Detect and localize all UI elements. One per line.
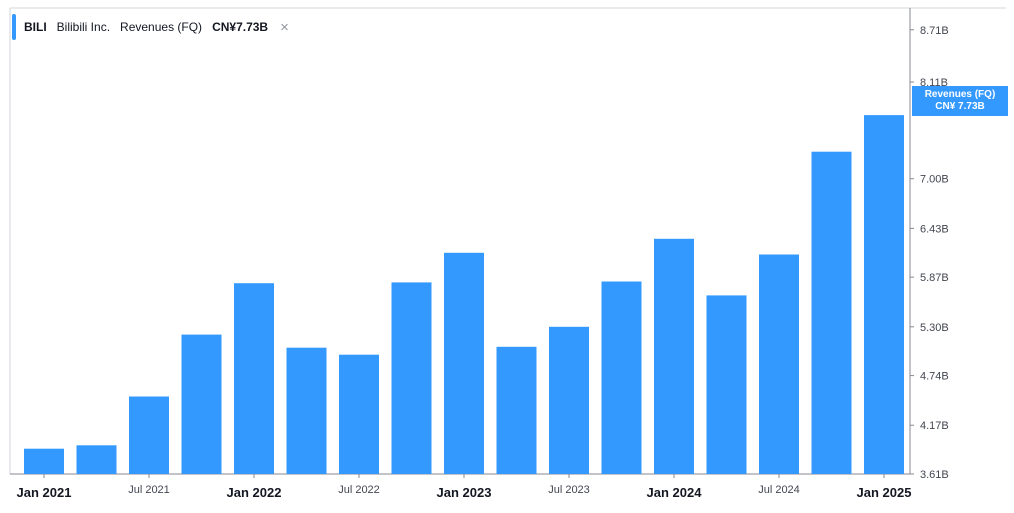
close-icon[interactable]: × bbox=[280, 18, 289, 36]
revenue-bar[interactable] bbox=[129, 396, 169, 475]
x-tick-label: Jul 2022 bbox=[338, 484, 380, 496]
revenue-bar[interactable] bbox=[76, 445, 117, 474]
y-tick-label: 6.43B bbox=[920, 223, 949, 235]
revenue-bar[interactable] bbox=[759, 254, 799, 475]
revenue-bar[interactable] bbox=[864, 115, 904, 474]
revenue-bar[interactable] bbox=[339, 354, 379, 474]
legend-metric-name: Revenues (FQ) bbox=[120, 20, 203, 34]
revenue-bar[interactable] bbox=[654, 238, 694, 474]
revenue-bar[interactable] bbox=[706, 295, 747, 474]
revenue-bar[interactable] bbox=[811, 151, 852, 474]
revenue-bar[interactable] bbox=[234, 283, 274, 474]
revenue-bar[interactable] bbox=[601, 281, 642, 475]
revenue-bar[interactable] bbox=[286, 347, 327, 474]
revenue-bar[interactable] bbox=[444, 252, 484, 474]
y-tick-label: 4.74B bbox=[920, 371, 949, 383]
y-tick-label: 3.61B bbox=[920, 469, 949, 481]
x-tick-label: Jul 2021 bbox=[128, 484, 170, 496]
legend-current-value: CN¥7.73B bbox=[212, 20, 269, 34]
x-tick-label: Jul 2024 bbox=[758, 484, 800, 496]
y-tick-label: 7.00B bbox=[920, 174, 949, 186]
y-tick-label: 4.17B bbox=[920, 420, 949, 432]
price-tag-metric: Revenues (FQ) bbox=[924, 89, 996, 100]
x-tick-label: Jan 2022 bbox=[227, 485, 282, 500]
legend-symbol: BILI bbox=[24, 20, 47, 34]
revenue-bar[interactable] bbox=[24, 448, 64, 474]
y-tick-label: 5.30B bbox=[920, 322, 949, 334]
revenue-bar[interactable] bbox=[181, 334, 222, 474]
legend-color-swatch bbox=[12, 14, 16, 40]
x-tick-label: Jan 2024 bbox=[647, 485, 703, 500]
price-tag-value: CN¥ 7.73B bbox=[935, 101, 985, 112]
y-tick-label: 5.87B bbox=[920, 272, 949, 284]
revenue-bar[interactable] bbox=[549, 326, 589, 474]
series-legend[interactable]: BILI Bilibili Inc. Revenues (FQ) CN¥7.73… bbox=[12, 14, 289, 40]
x-tick-label: Jan 2023 bbox=[437, 485, 492, 500]
revenue-bar[interactable] bbox=[391, 282, 432, 474]
x-tick-label: Jan 2025 bbox=[857, 485, 912, 500]
y-tick-label: 8.71B bbox=[920, 25, 949, 37]
last-value-price-tag: Revenues (FQ) CN¥ 7.73B bbox=[912, 86, 1008, 116]
x-tick-label: Jan 2021 bbox=[17, 485, 72, 500]
legend-company-name: Bilibili Inc. bbox=[56, 20, 111, 34]
revenue-bar[interactable] bbox=[496, 346, 537, 474]
x-tick-label: Jul 2023 bbox=[548, 484, 590, 496]
